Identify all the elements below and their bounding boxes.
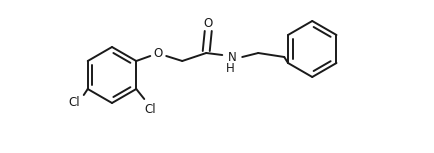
Text: Cl: Cl: [68, 97, 79, 110]
Text: Cl: Cl: [144, 103, 156, 116]
Text: O: O: [203, 17, 212, 30]
Text: O: O: [153, 47, 162, 60]
Text: H: H: [225, 62, 234, 75]
Text: N: N: [227, 50, 236, 63]
